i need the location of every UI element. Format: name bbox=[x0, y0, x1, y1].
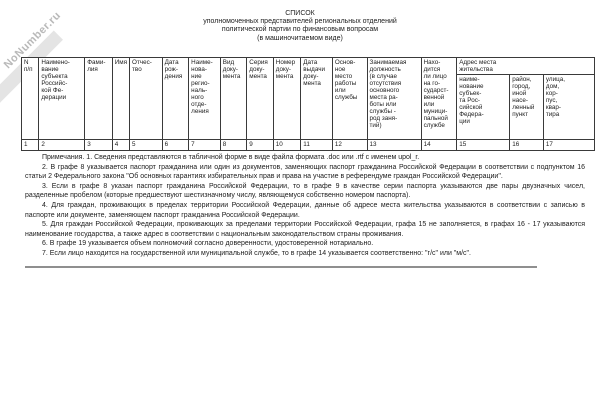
col-number-14: 14 bbox=[420, 139, 458, 151]
title-line-4: (в машиночитаемом виде) bbox=[257, 34, 343, 42]
col-number-2: 2 bbox=[38, 139, 86, 151]
notes-block: Примечания. 1. Сведения представляются в… bbox=[25, 153, 585, 259]
col-number-4: 4 bbox=[111, 139, 131, 151]
col-header-12: Основ- ное место работы или службы bbox=[331, 57, 368, 140]
col-number-5: 5 bbox=[129, 139, 163, 151]
col-header-1: N п/п bbox=[20, 57, 40, 140]
note-paragraph-5: 5. Для граждан Российской Федерации, про… bbox=[25, 221, 585, 238]
col-header-13: Занимаемая должность (в случае отсутстви… bbox=[366, 57, 422, 140]
title-line-2: уполномоченных представителей региональн… bbox=[203, 18, 397, 26]
col-number-13: 13 bbox=[366, 139, 422, 151]
note-paragraph-6: 6. В графе 19 указывается объем полномоч… bbox=[42, 240, 374, 248]
note-paragraph-4: 4. Для граждан, проживающих в пределах т… bbox=[25, 201, 585, 219]
col-header-11: Дата выдачи доку- мента bbox=[300, 57, 333, 140]
note-paragraph-3: 3. Если в графе 8 указан паспорт граждан… bbox=[25, 182, 585, 200]
col-header-10: Номер доку- мента bbox=[272, 57, 302, 140]
col-header-16: район, город, иной насе- ленный пункт bbox=[509, 74, 544, 140]
col-number-15: 15 bbox=[456, 139, 511, 151]
column-number-row: 1 2 3 4 5 6 7 8 9 10 11 12 13 14 15 16 1… bbox=[20, 139, 596, 151]
col-header-7: Наиме- нова- ние регио- наль- ного отде-… bbox=[188, 57, 221, 140]
col-number-16: 16 bbox=[509, 139, 544, 151]
col-number-11: 11 bbox=[300, 139, 333, 151]
col-number-10: 10 bbox=[272, 139, 302, 151]
title-line-1: СПИСОК bbox=[285, 10, 315, 17]
col-header-3: Фами- лия bbox=[84, 57, 113, 140]
col-header-14: Нахо- дится ли лицо на го- сударст- венн… bbox=[420, 57, 458, 140]
col-header-17: улица, дом, кор- пус, квар- тира bbox=[542, 74, 596, 140]
col-header-4: Имя bbox=[111, 57, 131, 140]
col-header-6: Дата рож- дения bbox=[161, 57, 190, 140]
col-header-8: Вид доку- мента bbox=[219, 57, 248, 140]
col-number-12: 12 bbox=[331, 139, 368, 151]
bottom-divider-line bbox=[25, 266, 537, 268]
col-header-15: наиме- нование субъек- та Рос- сийской Ф… bbox=[456, 74, 511, 140]
col-header-2: Наимено- вание субъекта Российс- кой Фе-… bbox=[38, 57, 86, 140]
note-paragraph-2: 2. В графе 8 указывается паспорт граждан… bbox=[25, 163, 585, 181]
note-paragraph-7: 7. Если лицо находится на государственно… bbox=[42, 249, 471, 257]
col-header-9: Серия доку- мента bbox=[246, 57, 274, 140]
col-number-8: 8 bbox=[219, 139, 248, 151]
col-group-header-address: Адрес места жительства bbox=[456, 57, 595, 75]
representatives-table: N п/п Наимено- вание субъекта Российс- к… bbox=[20, 57, 596, 151]
title-line-3: политической партии по финансовым вопрос… bbox=[221, 26, 379, 34]
col-number-1: 1 bbox=[20, 139, 40, 151]
col-header-5: Отчес- тво bbox=[129, 57, 163, 140]
col-number-17: 17 bbox=[542, 139, 596, 151]
note-paragraph-1: Примечания. 1. Сведения представляются в… bbox=[42, 154, 420, 161]
document-title: СПИСОК уполномоченных представителей рег… bbox=[0, 10, 600, 43]
col-number-3: 3 bbox=[84, 139, 113, 151]
col-number-6: 6 bbox=[161, 139, 190, 151]
col-number-7: 7 bbox=[188, 139, 221, 151]
col-number-9: 9 bbox=[246, 139, 274, 151]
